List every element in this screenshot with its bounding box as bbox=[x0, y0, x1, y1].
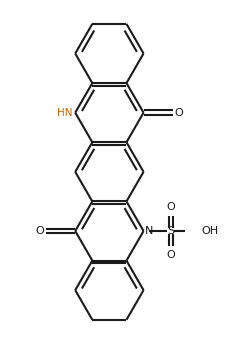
Text: HN: HN bbox=[57, 108, 73, 118]
Text: S: S bbox=[167, 226, 174, 236]
Text: OH: OH bbox=[201, 226, 218, 236]
Text: O: O bbox=[166, 202, 175, 211]
Text: O: O bbox=[175, 108, 184, 118]
Text: O: O bbox=[166, 250, 175, 261]
Text: N: N bbox=[145, 226, 153, 236]
Text: O: O bbox=[35, 226, 44, 236]
